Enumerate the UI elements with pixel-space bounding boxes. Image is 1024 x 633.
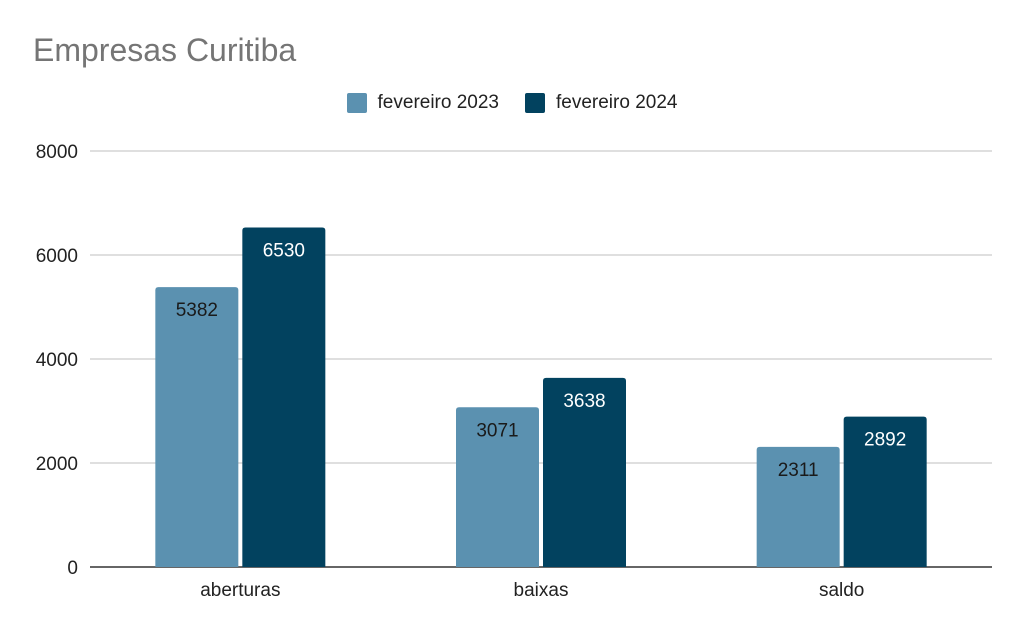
data-label: 5382 [176, 300, 218, 321]
legend-item-series-1: fevereiro 2023 [346, 92, 499, 114]
data-label: 6530 [263, 240, 305, 261]
data-label: 3638 [563, 391, 605, 412]
legend-label-series-1: fevereiro 2023 [377, 92, 499, 113]
x-tick-label: saldo [819, 580, 864, 601]
bar-baixas-series-2 [543, 377, 626, 567]
data-label: 2311 [778, 460, 819, 481]
y-tick-label: 0 [67, 558, 78, 579]
legend-swatch-series-1 [346, 93, 367, 113]
y-tick-label: 6000 [36, 246, 78, 267]
bar-aberturas-series-1 [155, 287, 239, 567]
bar-saldo-series-1 [756, 446, 840, 567]
x-tick-label: aberturas [200, 580, 280, 601]
chart-title: Empresas Curitiba [33, 32, 297, 68]
data-label: 3071 [476, 420, 518, 441]
legend-swatch-series-2 [525, 93, 545, 113]
x-tick-label: baixas [514, 580, 569, 601]
y-tick-label: 8000 [36, 142, 78, 163]
bar-baixas-series-1 [456, 407, 539, 567]
bar-saldo-series-2 [843, 416, 927, 567]
legend-label-series-2: fevereiro 2024 [556, 92, 678, 113]
legend-item-series-2: fevereiro 2024 [525, 92, 677, 114]
y-tick-label: 2000 [36, 454, 78, 475]
y-tick-label: 4000 [36, 350, 78, 371]
data-label: 2892 [864, 430, 906, 451]
bar-aberturas-series-2 [242, 227, 326, 567]
legend: fevereiro 2023 fevereiro 2024 [0, 92, 1024, 114]
